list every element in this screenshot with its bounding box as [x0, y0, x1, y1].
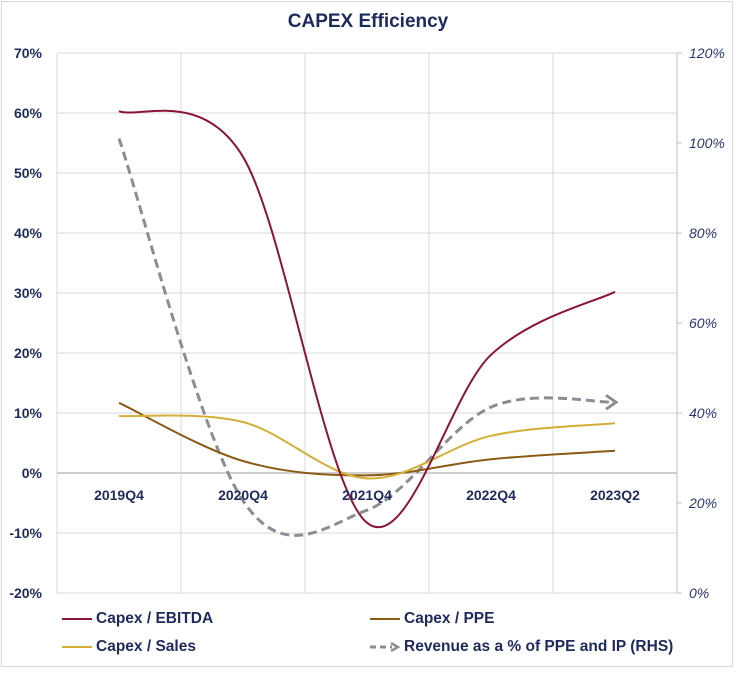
y-left-tick-label: 0% [22, 465, 43, 481]
legend-label: Revenue as a % of PPE and IP (RHS) [404, 638, 674, 655]
legend: Capex / EBITDA Capex / PPE Capex / Sales… [0, 610, 736, 660]
y-right-tick-label: 60% [689, 315, 717, 331]
legend-item-capex-sales[interactable]: Capex / Sales [62, 638, 196, 656]
y-left-tick-label: 70% [14, 45, 43, 61]
series-revenue-as-a-of-ppe-and-ip-rhs-line [117, 138, 616, 537]
y-right-tick-label: 0% [689, 585, 709, 601]
chart-title: CAPEX Efficiency [287, 11, 449, 32]
y-left-tick-label: 50% [14, 165, 43, 181]
y-left-tick-label: 30% [14, 285, 43, 301]
series-revenue-as-a-of-ppe-and-ip-rhs-arrowhead [605, 393, 619, 411]
legend-swatch-ebitda [62, 618, 92, 620]
legend-label: Capex / Sales [96, 638, 196, 655]
y-left-tick-label: -20% [9, 585, 42, 601]
legend-label: Capex / PPE [404, 610, 495, 627]
legend-item-capex-ebitda[interactable]: Capex / EBITDA [62, 610, 213, 628]
series-lines [117, 109, 619, 537]
x-category-label: 2023Q2 [590, 487, 640, 503]
y-left-tick-label: 20% [14, 345, 43, 361]
series-capex-sales-line [118, 414, 616, 480]
y-left-tick-label: 10% [14, 405, 43, 421]
gridlines [56, 52, 678, 594]
legend-item-capex-ppe[interactable]: Capex / PPE [370, 610, 494, 628]
y-right-tick-label: 40% [689, 405, 717, 421]
y-left-tick-label: 40% [14, 225, 43, 241]
y-right-tick-label: 100% [689, 135, 725, 151]
x-category-label: 2021Q4 [342, 487, 392, 503]
series-capex-ppe-line [118, 401, 616, 477]
x-category-label: 2019Q4 [94, 487, 144, 503]
x-category-label: 2022Q4 [466, 487, 516, 503]
y-right-tick-label: 20% [688, 495, 717, 511]
tick-labels: -20% -10% 0% 10% 20% 30% 40% 50% 60% 70% 0% 20% 40% 6… [9, 45, 725, 601]
legend-label: Capex / EBITDA [96, 610, 214, 627]
y-right-tick-label: 120% [689, 45, 725, 61]
axes [676, 52, 682, 594]
y-left-tick-label: 60% [14, 105, 43, 121]
series-capex-ebitda-line [118, 109, 616, 528]
legend-swatch-ppe [370, 618, 400, 620]
y-left-tick-label: -10% [9, 525, 42, 541]
legend-swatch-revenue [370, 642, 400, 652]
legend-item-revenue-rhs[interactable]: Revenue as a % of PPE and IP (RHS) [370, 638, 673, 656]
y-right-tick-label: 80% [689, 225, 717, 241]
legend-swatch-sales [62, 646, 92, 648]
x-category-label: 2020Q4 [218, 487, 268, 503]
